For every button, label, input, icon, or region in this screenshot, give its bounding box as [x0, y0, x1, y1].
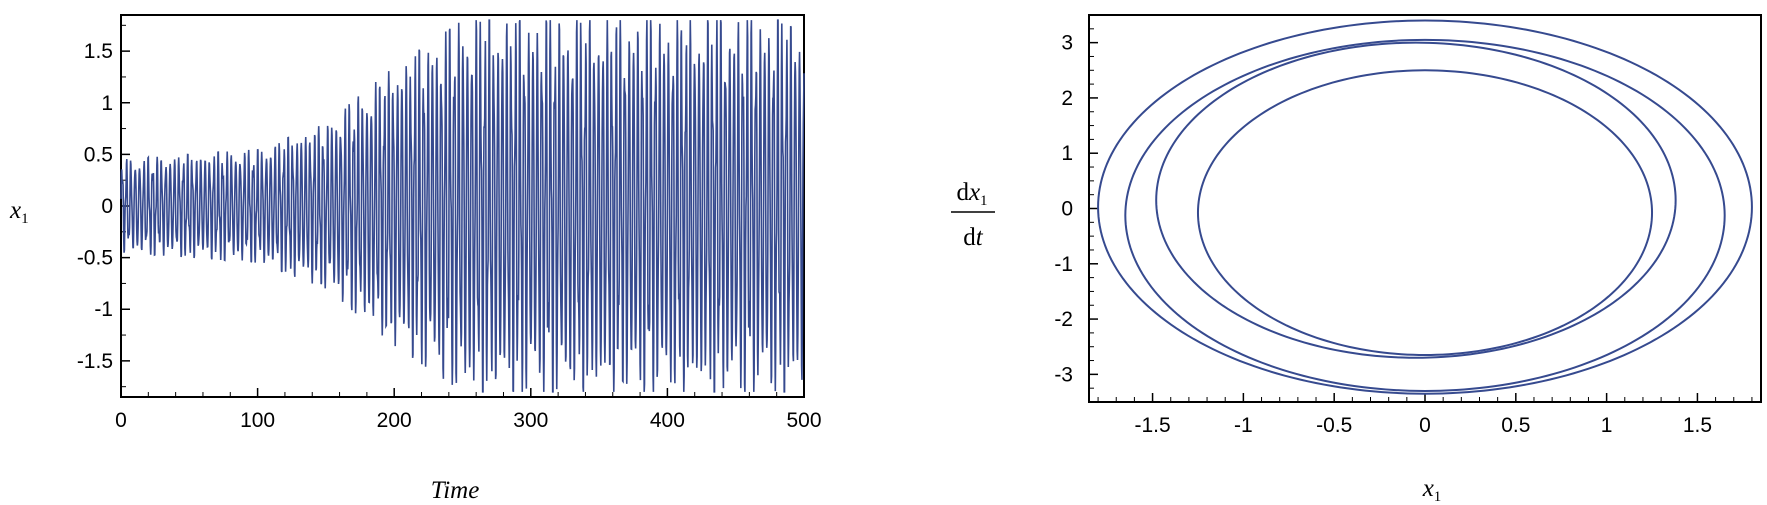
phase-orbit-1: [1097, 19, 1753, 395]
left-x-tick-label: 500: [786, 409, 821, 432]
right-y-tick-label: 2: [1061, 87, 1073, 110]
right-y-tick-label: 0: [1061, 198, 1073, 221]
right-y-tick-label: 3: [1061, 32, 1073, 55]
left-y-tick-label: 0.5: [84, 143, 113, 166]
left-series-group: [120, 19, 805, 393]
right-y-tick-label: 1: [1061, 142, 1073, 165]
svg-text:dt: dt: [963, 224, 984, 251]
left-x-axis-label: Time: [431, 477, 480, 504]
left-x-tick-label: 400: [650, 409, 685, 432]
left-y-tick-labels: -1.5 -1 -0.5 0 0.5 1 1.5: [77, 40, 113, 373]
right-x-tick-label: -1.5: [1134, 414, 1170, 437]
left-y-tick-label: 1: [101, 92, 113, 115]
right-x-tick-label: 1.5: [1683, 414, 1712, 437]
right-y-label-numerator-d: d: [956, 179, 969, 206]
right-y-label-numerator-sub: 1: [980, 193, 988, 209]
left-y-tick-label: -1: [94, 298, 113, 321]
right-y-tick-label: -3: [1054, 363, 1073, 386]
right-x-tick-label: 1: [1601, 414, 1613, 437]
right-y-tick-label: -2: [1054, 308, 1073, 331]
left-x-tick-label: 200: [377, 409, 412, 432]
time-series-chart: 0 100 200 300 400 500 -1.5 -1 -0.5 0 0.5 1 1.5 Time…: [9, 14, 822, 504]
left-x-tick-labels: 0 100 200 300 400 500: [115, 409, 821, 432]
right-x-tick-label: 0.5: [1501, 414, 1530, 437]
left-x-tick-label: 300: [513, 409, 548, 432]
left-y-tick-label: -0.5: [77, 247, 113, 270]
right-y-tick-labels: -3 -2 -1 0 1 2 3: [1054, 32, 1073, 387]
right-ticks: [1089, 28, 1753, 402]
left-y-axis-label: x1: [9, 197, 29, 227]
right-y-tick-label: -1: [1054, 253, 1073, 276]
left-y-tick-label: -1.5: [77, 350, 113, 373]
svg-text:dx1: dx1: [956, 179, 987, 209]
phase-orbit-3: [1155, 41, 1677, 359]
x1-time-series-line: [120, 19, 805, 393]
right-x-axis-label: x1: [1422, 475, 1442, 505]
phase-orbit-4: [1196, 69, 1654, 357]
right-x-tick-label: -1: [1234, 414, 1253, 437]
left-y-tick-label: 0: [101, 195, 113, 218]
right-x-tick-label: 0: [1419, 414, 1431, 437]
phase-orbit-2: [1124, 38, 1726, 392]
right-y-axis-label: dx1 dt: [951, 179, 995, 251]
right-y-label-numerator-x: x: [968, 179, 980, 206]
right-x-tick-labels: -1.5 -1 -0.5 0 0.5 1 1.5: [1134, 414, 1712, 437]
right-series-group: [1097, 19, 1753, 395]
left-y-tick-label: 1.5: [84, 40, 113, 63]
right-y-label-denominator-d: d: [963, 224, 976, 251]
right-x-tick-label: -0.5: [1316, 414, 1352, 437]
left-x-tick-label: 0: [115, 409, 127, 432]
left-x-tick-label: 100: [240, 409, 275, 432]
right-y-label-denominator-t: t: [976, 224, 984, 251]
right-plot-frame: [1088, 14, 1762, 403]
